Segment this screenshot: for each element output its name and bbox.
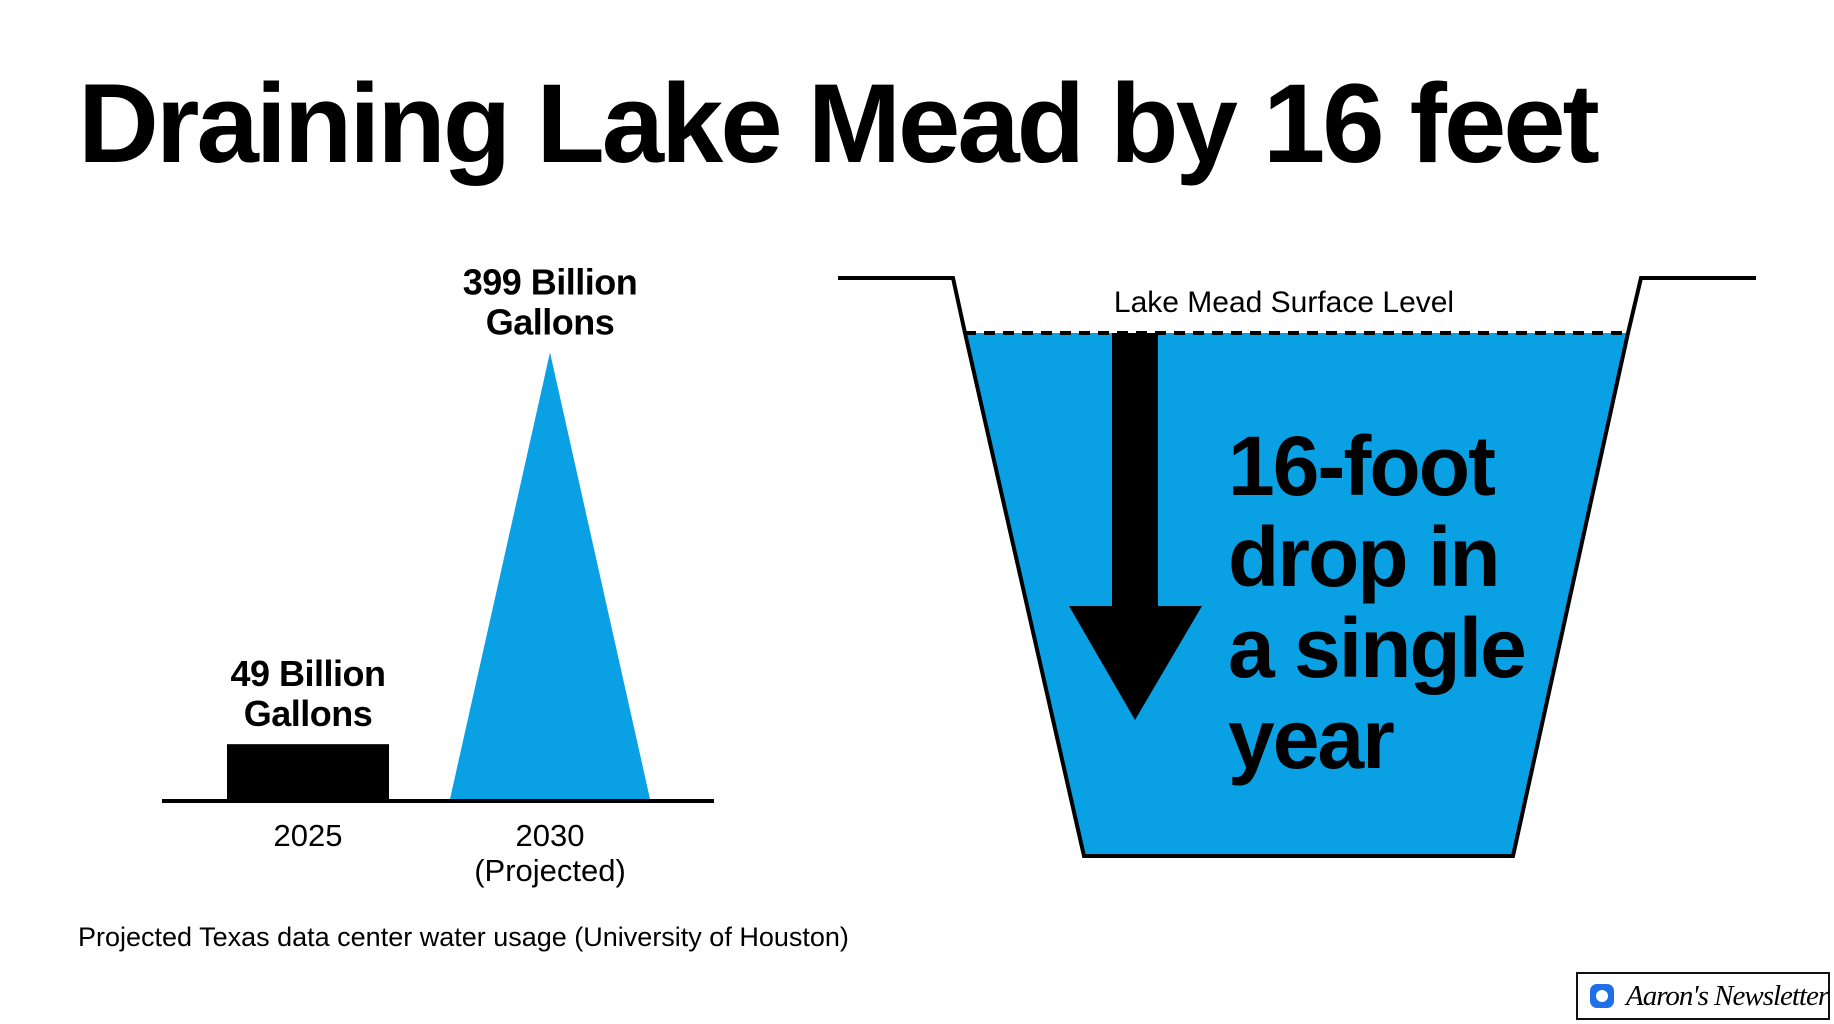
drop-text-line: a single xyxy=(1228,601,1525,695)
chart-marks: 49 Billion Gallons 2025 399 Billion Gallons 2… xyxy=(227,262,650,888)
drop-text: 16-foot drop in a single year xyxy=(1228,419,1546,786)
lake-diagram: Lake Mead Surface Level 16-foot drop in … xyxy=(838,276,1756,858)
data-label: 49 Billion Gallons xyxy=(230,653,385,734)
drop-text-line: drop in xyxy=(1228,510,1499,604)
newsletter-badge[interactable]: Aaron's Newsletter xyxy=(1576,972,1830,1020)
page-title: Draining Lake Mead by 16 feet xyxy=(78,61,1600,186)
substack-logo-icon xyxy=(1590,984,1614,1008)
bar-2025 xyxy=(227,744,389,799)
source-caption: Projected Texas data center water usage … xyxy=(78,922,849,952)
data-label: 399 Billion Gallons xyxy=(463,262,638,343)
newsletter-name: Aaron's Newsletter xyxy=(1626,979,1829,1012)
lake-basin-outline xyxy=(838,276,1756,858)
drop-text-line: 16-foot xyxy=(1228,419,1495,513)
bar-2030-projected xyxy=(450,352,650,799)
water-usage-chart: 49 Billion Gallons 2025 399 Billion Gallons 2… xyxy=(162,262,714,888)
tick-label: 2025 xyxy=(274,818,343,853)
tick-label: 2030 (Projected) xyxy=(474,818,626,888)
down-arrow-icon xyxy=(1069,333,1202,720)
drop-text-line: year xyxy=(1228,692,1394,786)
surface-level-label: Lake Mead Surface Level xyxy=(1114,286,1454,319)
